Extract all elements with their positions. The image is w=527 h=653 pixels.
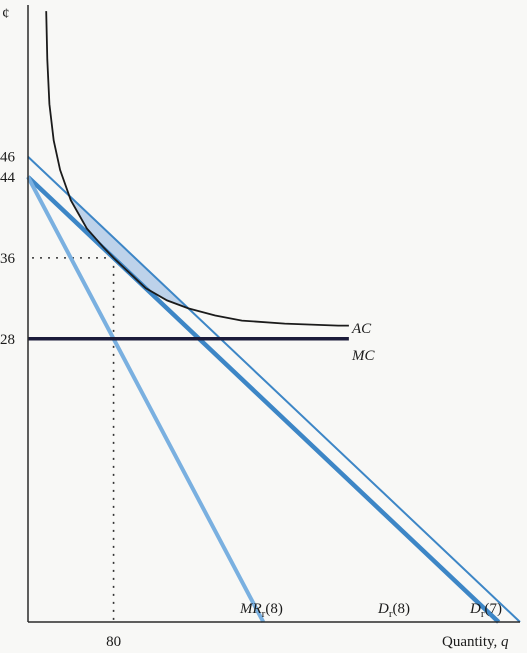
d8-curve [26, 175, 501, 624]
y-tick-label: 36 [0, 251, 16, 267]
mr8-label: MRr(8) [239, 601, 283, 620]
d7-curve [27, 155, 521, 623]
d8-label: Dr(8) [377, 601, 410, 620]
y-tick-label: 46 [0, 150, 16, 166]
y-tick-label: 28 [0, 332, 15, 348]
x-tick-label: 80 [106, 634, 121, 650]
ac-curve [45, 11, 349, 327]
x-axis-label: Quantity, q [442, 634, 509, 650]
d7-label: Dr(7) [469, 601, 502, 620]
mc-label: MC [351, 348, 375, 364]
y-unit-label: ¢ [2, 6, 10, 22]
y-tick-label: 44 [0, 170, 16, 186]
ac-label: AC [351, 321, 372, 337]
mr8-curve [26, 176, 266, 623]
